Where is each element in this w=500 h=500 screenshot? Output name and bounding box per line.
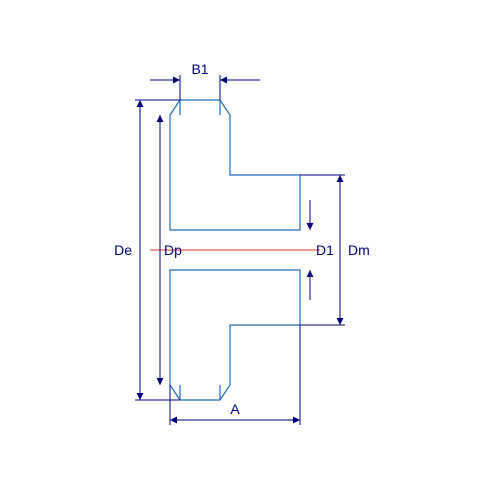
sprocket-section-upper [170,100,300,230]
arrow-head [337,175,344,182]
label-dm: Dm [348,242,370,258]
arrow-head [307,270,314,277]
arrow-head [157,115,164,122]
label-a: A [230,401,240,417]
arrow-head [307,223,314,230]
label-de: De [114,242,132,258]
label-dp: Dp [164,242,182,258]
label-d1: D1 [316,242,334,258]
arrow-head [337,318,344,325]
arrow-head [137,393,144,400]
arrow-head [170,417,177,424]
arrow-head [137,100,144,107]
arrow-head [293,417,300,424]
arrow-head [157,378,164,385]
arrow-head [173,77,180,84]
label-b1: B1 [191,61,208,77]
sprocket-section-lower [170,270,300,400]
arrow-head [220,77,227,84]
